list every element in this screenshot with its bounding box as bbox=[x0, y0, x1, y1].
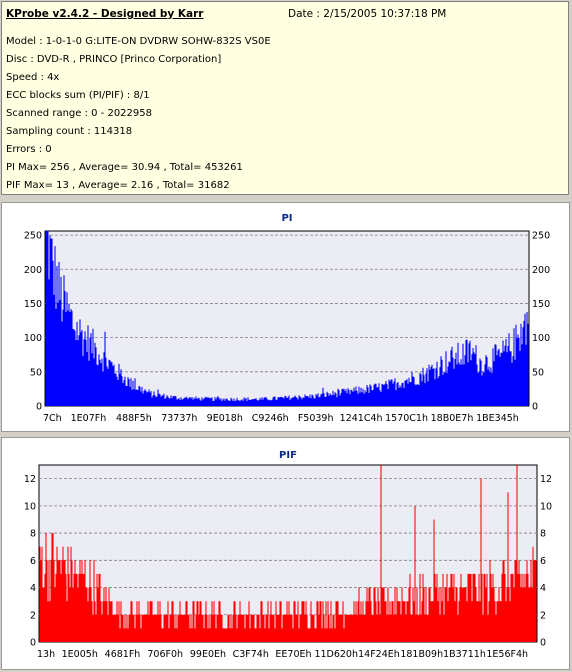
pif-xtick-label: 706F0h bbox=[147, 649, 183, 660]
pi-ytick-right: 50 bbox=[532, 367, 544, 378]
pif-bars bbox=[39, 465, 537, 642]
pif-xtick-label: 1E005h bbox=[62, 649, 98, 660]
pif-xtick-label: 1E56F4h bbox=[486, 649, 528, 660]
pif-xtick-label: 11D620h bbox=[314, 649, 358, 660]
pif-ytick-left: 12 bbox=[24, 474, 36, 485]
pif-ytick-left: 0 bbox=[30, 638, 36, 649]
scan-date: Date : 2/15/2005 10:37:18 PM bbox=[288, 8, 447, 20]
pi-chart-title: PI bbox=[281, 213, 292, 224]
pi-chart: PI 0 0 50 50 100 100 150 150 200 200 250 250 7Ch 1E07F… bbox=[24, 213, 550, 424]
pif-ytick-right: 4 bbox=[540, 583, 546, 594]
info-panel: KProbe v2.4.2 - Designed by Karr Date : … bbox=[1, 1, 569, 195]
pi-xtick-label: 1E07Fh bbox=[71, 413, 107, 424]
pif-xtick-label: EE70Eh bbox=[275, 649, 311, 660]
pi-ytick-left: 100 bbox=[24, 333, 42, 344]
errors-line: Errors : 0 bbox=[6, 144, 52, 155]
pi-xtick-label: 9E018h bbox=[207, 413, 243, 424]
model-line: Model : 1-0-1-0 G:LITE-ON DVDRW SOHW-832… bbox=[6, 36, 271, 47]
pif-xtick-label: 4681Fh bbox=[105, 649, 141, 660]
pi-xtick-label: 18B0E7h bbox=[431, 413, 474, 424]
pif-xtick-label: 1B3711h bbox=[443, 649, 486, 660]
pif-xtick-label: 13h bbox=[37, 649, 55, 660]
ecc-line: ECC blocks sum (PI/PIF) : 8/1 bbox=[6, 90, 150, 101]
pif-xtick-label: 181B09h bbox=[400, 649, 443, 660]
pi-ytick-right: 100 bbox=[532, 333, 550, 344]
pi-ytick-left: 0 bbox=[36, 402, 42, 413]
pif-ytick-right: 6 bbox=[540, 556, 546, 567]
pi-xtick-label: F5039h bbox=[298, 413, 334, 424]
pif-chart-title: PIF bbox=[279, 450, 297, 461]
pif-ytick-left: 6 bbox=[30, 556, 36, 567]
pi-chart-panel: PI 0 0 50 50 100 100 150 150 200 200 250 250 7Ch 1E07F… bbox=[1, 202, 570, 432]
pif-summary-line: PIF Max= 13 , Average= 2.16 , Total= 316… bbox=[6, 180, 230, 191]
pi-ytick-right: 250 bbox=[532, 231, 550, 242]
pi-ytick-right: 200 bbox=[532, 265, 550, 276]
pif-xtick-label: C3F74h bbox=[233, 649, 269, 660]
pif-ytick-left: 10 bbox=[24, 501, 36, 512]
pif-chart: PIF 0 0 2 2 4 4 6 6 8 8 10 10 12 12 13h 1E005h 4681Fh 706F… bbox=[24, 450, 552, 660]
pif-ytick-right: 12 bbox=[540, 474, 552, 485]
sampling-line: Sampling count : 114318 bbox=[6, 126, 133, 137]
pif-ytick-right: 10 bbox=[540, 501, 552, 512]
pif-chart-panel: PIF 0 0 2 2 4 4 6 6 8 8 10 10 12 12 13h 1E005h 4681Fh 706F… bbox=[1, 437, 570, 670]
pi-xtick-label: 1241C4h bbox=[340, 413, 383, 424]
pif-ytick-right: 2 bbox=[540, 610, 546, 621]
pif-ytick-left: 4 bbox=[30, 583, 36, 594]
pif-ytick-left: 8 bbox=[30, 529, 36, 540]
pif-ytick-right: 8 bbox=[540, 529, 546, 540]
app-title: KProbe v2.4.2 - Designed by Karr bbox=[6, 8, 204, 20]
pi-xtick-label: 1BE345h bbox=[476, 413, 519, 424]
speed-line: Speed : 4x bbox=[6, 72, 60, 83]
pi-ytick-left: 250 bbox=[24, 231, 42, 242]
pi-xtick-label: 7Ch bbox=[43, 413, 62, 424]
pi-summary-line: PI Max= 256 , Average= 30.94 , Total= 45… bbox=[6, 162, 243, 173]
pif-xtick-label: 14F24Eh bbox=[358, 649, 400, 660]
pi-ytick-right: 0 bbox=[532, 402, 538, 413]
disc-line: Disc : DVD-R , PRINCO [Princo Corporatio… bbox=[6, 54, 222, 65]
pif-xtick-label: 99E0Eh bbox=[190, 649, 226, 660]
pi-bars bbox=[45, 231, 529, 406]
pi-ytick-left: 150 bbox=[24, 299, 42, 310]
pi-ytick-left: 200 bbox=[24, 265, 42, 276]
pi-xtick-label: 488F5h bbox=[116, 413, 152, 424]
pi-xtick-label: 73737h bbox=[161, 413, 197, 424]
pi-ytick-left: 50 bbox=[30, 367, 42, 378]
pif-ytick-right: 0 bbox=[540, 638, 546, 649]
range-line: Scanned range : 0 - 2022958 bbox=[6, 108, 152, 119]
pi-xtick-label: C9246h bbox=[252, 413, 289, 424]
pif-ytick-left: 2 bbox=[30, 610, 36, 621]
pi-ytick-right: 150 bbox=[532, 299, 550, 310]
pi-xtick-label: 1570C1h bbox=[385, 413, 428, 424]
